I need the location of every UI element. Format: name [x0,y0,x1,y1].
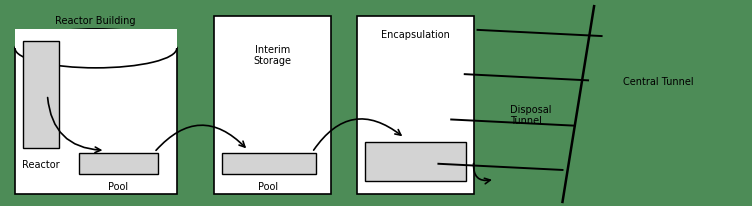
Text: Reactor Building: Reactor Building [55,16,136,26]
Ellipse shape [15,29,177,68]
Text: Encapsulation: Encapsulation [381,30,450,40]
Text: Interim
Storage: Interim Storage [253,45,291,66]
Bar [79,153,158,174]
Text: Pool: Pool [259,183,278,192]
Bar [357,16,474,194]
Bar [222,153,316,174]
Text: Central Tunnel: Central Tunnel [623,77,693,87]
Bar [214,16,331,194]
Text: Reactor: Reactor [22,160,59,170]
Bar [15,29,177,48]
Text: Pool: Pool [108,183,128,192]
Bar [23,41,59,148]
Bar [365,142,466,181]
Text: Disposal
Tunnel: Disposal Tunnel [510,105,551,126]
Bar [15,48,177,194]
